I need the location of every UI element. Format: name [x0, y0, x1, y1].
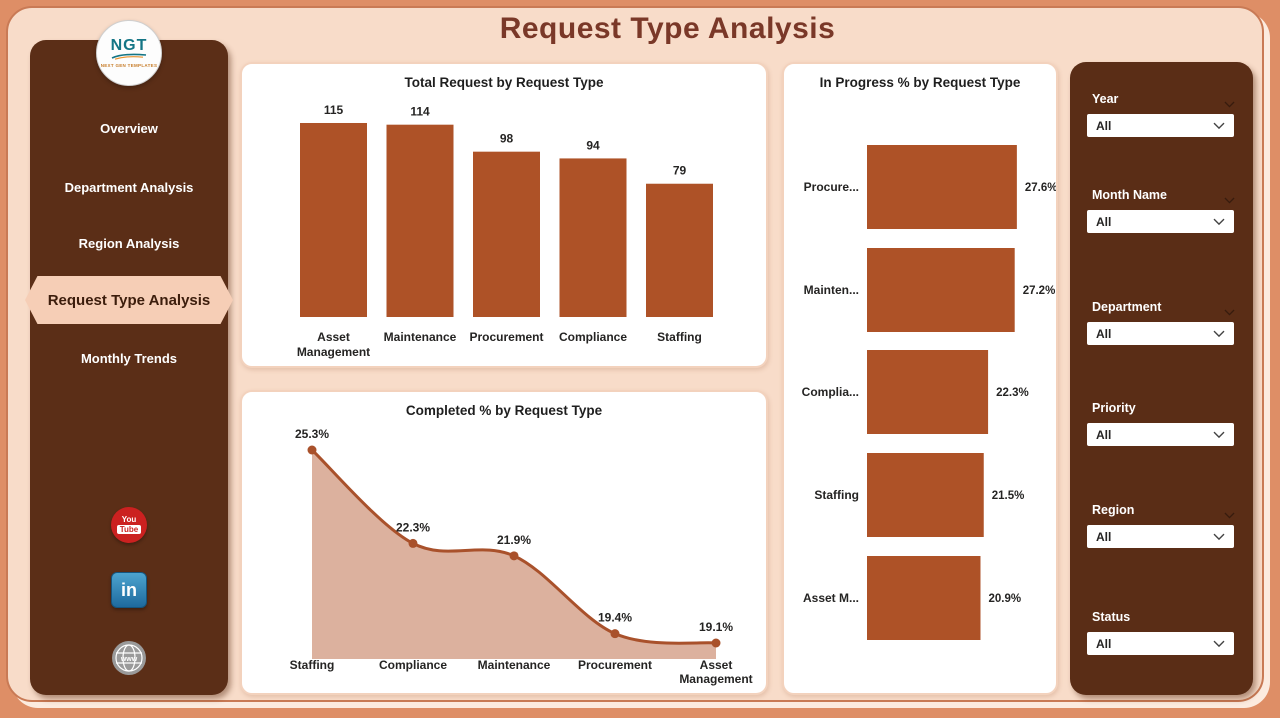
svg-text:115: 115: [324, 103, 344, 117]
year-dropdown-value: All: [1096, 118, 1112, 133]
bar-chart-total-request: 115 Asset Management 114 Maintenance 98 Procur…: [242, 98, 766, 366]
chevron-down-icon: [1213, 635, 1225, 653]
sidebar-item-request-type-analysis-selected[interactable]: Request Type Analysis: [25, 276, 233, 324]
svg-text:19.1%: 19.1%: [699, 620, 733, 634]
logo-subtext: NEXT GEN TEMPLATES: [100, 62, 158, 68]
chevron-down-icon: [1213, 528, 1225, 546]
ngt-logo-icon: NGT NEXT GEN TEMPLATES: [96, 20, 162, 86]
sidebar-item-overview[interactable]: Overview: [100, 121, 158, 136]
priority-dropdown-value: All: [1096, 427, 1112, 442]
sidebar: NGT NEXT GEN TEMPLATES Overview Departme…: [25, 20, 233, 695]
svg-text:Asset M...: Asset M...: [803, 591, 859, 605]
month-name-dropdown-value: All: [1096, 214, 1112, 229]
svg-text:Compliance: Compliance: [379, 658, 447, 672]
sidebar-item-department-analysis[interactable]: Department Analysis: [64, 180, 194, 195]
filter-label-priority: Priority: [1092, 401, 1136, 415]
svg-text:Management: Management: [679, 672, 752, 686]
svg-text:Staffing: Staffing: [290, 658, 335, 672]
svg-text:Mainten...: Mainten...: [804, 283, 859, 297]
chevron-down-icon[interactable]: [1224, 95, 1235, 113]
svg-text:Complia...: Complia...: [802, 385, 859, 399]
svg-text:Compliance: Compliance: [559, 330, 627, 344]
region-dropdown-value: All: [1096, 529, 1112, 544]
hbar-chart-in-progress-pct: Procure... 27.6% Mainten... 27.2% Complia...…: [784, 98, 1058, 693]
svg-text:Procure...: Procure...: [804, 180, 859, 194]
svg-text:21.5%: 21.5%: [992, 490, 1025, 502]
status-dropdown[interactable]: All: [1087, 632, 1234, 655]
year-dropdown[interactable]: All: [1087, 114, 1234, 137]
svg-text:Procurement: Procurement: [578, 658, 652, 672]
sidebar-item-monthly-trends[interactable]: Monthly Trends: [80, 351, 178, 366]
filter-label-month-name: Month Name: [1092, 188, 1167, 202]
chevron-down-icon[interactable]: [1224, 191, 1235, 209]
youtube-icon[interactable]: You Tube: [111, 507, 147, 543]
svg-text:Management: Management: [297, 345, 370, 359]
filter-label-department: Department: [1092, 300, 1162, 314]
svg-text:27.6%: 27.6%: [1025, 182, 1058, 194]
youtube-you-text: You: [121, 515, 137, 524]
svg-text:20.9%: 20.9%: [988, 593, 1021, 605]
status-dropdown-value: All: [1096, 636, 1112, 651]
filter-label-year: Year: [1092, 92, 1119, 106]
svg-text:Procurement: Procurement: [469, 330, 543, 344]
svg-text:94: 94: [586, 138, 600, 152]
chevron-down-icon: [1213, 325, 1225, 343]
chevron-down-icon[interactable]: [1224, 506, 1235, 524]
svg-text:27.2%: 27.2%: [1023, 285, 1056, 297]
svg-text:22.3%: 22.3%: [396, 520, 430, 534]
svg-text:Asset: Asset: [700, 658, 733, 672]
svg-text:98: 98: [500, 132, 514, 146]
month-name-dropdown[interactable]: All: [1087, 210, 1234, 233]
svg-text:Asset: Asset: [317, 330, 350, 344]
svg-text:114: 114: [410, 105, 430, 119]
card-total-request-by-request-type: Total Request by Request Type 115 Asset Ma…: [240, 62, 768, 368]
filter-label-region: Region: [1092, 503, 1135, 517]
sidebar-item-region-analysis[interactable]: Region Analysis: [78, 236, 180, 251]
chevron-down-icon: [1213, 426, 1225, 444]
youtube-tube-text: Tube: [116, 525, 142, 534]
svg-text:25.3%: 25.3%: [295, 427, 329, 441]
linkedin-icon[interactable]: in: [111, 572, 147, 608]
card-completed-pct-by-request-type: Completed % by Request Type 25.3% Staffin…: [240, 390, 768, 695]
logo-text: NGT: [110, 36, 148, 54]
logo-swoosh-icon: [111, 53, 147, 60]
page-title: Request Type Analysis: [499, 12, 836, 45]
svg-text:21.9%: 21.9%: [497, 533, 531, 547]
filter-panel: Year All Month Name All Department All P…: [1070, 62, 1253, 695]
svg-text:19.4%: 19.4%: [598, 611, 632, 625]
svg-text:www: www: [120, 656, 138, 663]
svg-text:Staffing: Staffing: [814, 488, 859, 502]
department-dropdown[interactable]: All: [1087, 322, 1234, 345]
region-dropdown[interactable]: All: [1087, 525, 1234, 548]
svg-text:22.3%: 22.3%: [996, 387, 1029, 399]
svg-text:Maintenance: Maintenance: [384, 330, 457, 344]
svg-text:Maintenance: Maintenance: [478, 658, 551, 672]
chevron-down-icon: [1213, 117, 1225, 135]
filter-label-status: Status: [1092, 610, 1131, 624]
chart-title-total-request: Total Request by Request Type: [404, 75, 604, 90]
globe-svg: www: [112, 641, 146, 675]
priority-dropdown[interactable]: All: [1087, 423, 1234, 446]
globe-www-icon[interactable]: www: [111, 640, 147, 676]
chart-title-in-progress-pct: In Progress % by Request Type: [819, 75, 1021, 90]
card-in-progress-pct-by-request-type: In Progress % by Request Type Procure...…: [782, 62, 1058, 695]
chart-title-completed-pct: Completed % by Request Type: [405, 403, 603, 418]
department-dropdown-value: All: [1096, 326, 1112, 341]
svg-text:Staffing: Staffing: [657, 330, 702, 344]
svg-text:79: 79: [673, 164, 687, 178]
chevron-down-icon: [1213, 213, 1225, 231]
area-chart-completed-pct: 25.3% Staffing 22.3% Compliance 21.9% Mainten…: [242, 426, 766, 693]
chevron-down-icon[interactable]: [1224, 303, 1235, 321]
